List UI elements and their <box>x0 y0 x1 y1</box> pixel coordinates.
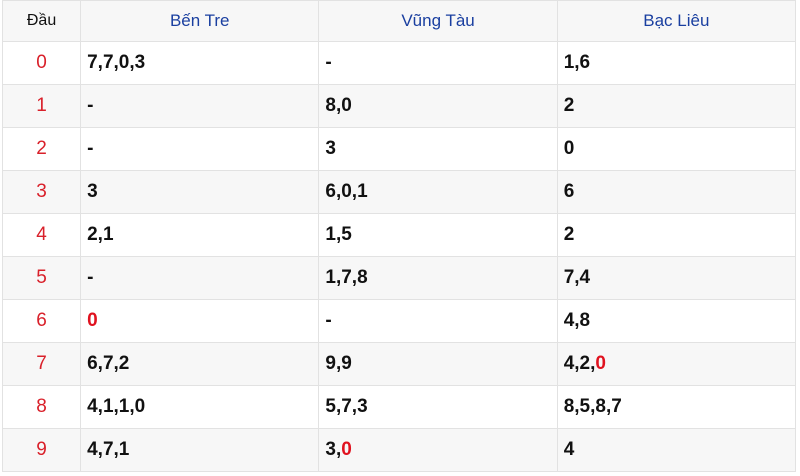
tail-cell: 8,0 <box>318 84 558 128</box>
head-digit: 7 <box>1 342 82 386</box>
tail-cell: 0 <box>556 127 797 171</box>
tail-cell: 2 <box>556 84 797 128</box>
tail-values: - <box>87 95 94 116</box>
tail-cell: 9,9 <box>318 342 558 386</box>
tail-values: 2 <box>563 95 575 116</box>
tail-values: 6,7,2 <box>87 353 130 374</box>
tail-values: 4,7,1 <box>87 439 130 460</box>
head-digit: 1 <box>1 84 82 128</box>
tail-cell: 4 <box>556 428 797 472</box>
tail-values: 3 <box>325 138 336 159</box>
head-digit: 9 <box>1 428 82 472</box>
tail-values: 0 <box>563 138 575 159</box>
tail-values: 2,1 <box>87 224 114 245</box>
tail-values: 8,5,8,7 <box>563 396 622 417</box>
head-digit: 5 <box>1 256 82 300</box>
table-row: 2- 3 0 <box>1 127 797 171</box>
table-row: 5- 1,7,8 7,4 <box>1 256 797 300</box>
head-digit: 8 <box>1 385 82 429</box>
tail-values: - <box>325 52 332 73</box>
tail-cell: 3 <box>80 170 320 214</box>
tail-values: - <box>87 267 94 288</box>
tail-cell: 4,1,1,0 <box>80 385 320 429</box>
tail-values: 9,9 <box>325 353 352 374</box>
tail-cell: 1,7,8 <box>318 256 558 300</box>
table-row: 1- 8,0 2 <box>1 84 797 128</box>
tail-cell: 6,0,1 <box>318 170 558 214</box>
head-digit: 4 <box>1 213 82 257</box>
tail-cell: 4,7,1 <box>80 428 320 472</box>
header-dau: Đầu <box>1 0 82 42</box>
tail-cell: 4,2,0 <box>556 342 797 386</box>
tail-cell: 2,1 <box>80 213 320 257</box>
table-row: 6 0 - 4,8 <box>1 299 797 343</box>
tail-cell: 2 <box>556 213 797 257</box>
tail-cell: 1,5 <box>318 213 558 257</box>
tail-cell: 7,7,0,3 <box>80 41 320 85</box>
table-row: 9 4,7,1 3,0 4 <box>1 428 797 472</box>
tail-cell: 7,4 <box>556 256 797 300</box>
table-row: 7 6,7,2 9,9 4,2,0 <box>1 342 797 386</box>
tail-cell: - <box>80 84 320 128</box>
tail-values: 6,0,1 <box>325 181 368 202</box>
header-province-bac-lieu: Bạc Liêu <box>556 0 797 42</box>
tail-cell: 0 <box>80 299 320 343</box>
tail-cell: 1,6 <box>556 41 797 85</box>
tail-values: 7,4 <box>563 267 591 288</box>
tail-values: 4,2, <box>563 353 596 374</box>
tail-cell: 6,7,2 <box>80 342 320 386</box>
tail-values: 4 <box>563 439 575 460</box>
tail-cell: 8,5,8,7 <box>556 385 797 429</box>
highlighted-tail: 0 <box>87 310 98 331</box>
tail-values: 3, <box>325 439 342 460</box>
tail-cell: 3,0 <box>318 428 558 472</box>
tail-values: 1,6 <box>563 52 591 73</box>
tail-cell: 4,8 <box>556 299 797 343</box>
tail-cell: 5,7,3 <box>318 385 558 429</box>
header-province-ben-tre: Bến Tre <box>80 0 320 42</box>
tail-values: 8,0 <box>325 95 352 116</box>
tail-values: 3 <box>87 181 98 202</box>
tail-values: 4,8 <box>563 310 591 331</box>
head-digit: 0 <box>1 41 82 85</box>
tail-cell: - <box>80 256 320 300</box>
tail-values: 1,7,8 <box>325 267 368 288</box>
tail-values: 6 <box>563 181 575 202</box>
tail-cell: - <box>80 127 320 171</box>
head-digit: 2 <box>1 127 82 171</box>
header-row: Đầu Bến Tre Vũng Tàu Bạc Liêu <box>1 0 797 42</box>
highlighted-tail: 0 <box>595 353 606 374</box>
tail-cell: - <box>318 41 558 85</box>
highlighted-tail: 0 <box>341 439 352 460</box>
tail-values: 4,1,1,0 <box>87 396 146 417</box>
tail-values: 2 <box>563 224 575 245</box>
table-row: 4 2,1 1,5 2 <box>1 213 797 257</box>
tail-values: - <box>325 310 332 331</box>
head-digit: 3 <box>1 170 82 214</box>
tail-values: - <box>87 138 94 159</box>
tail-cell: 3 <box>318 127 558 171</box>
head-digit: 6 <box>1 299 82 343</box>
tail-values: 1,5 <box>325 224 352 245</box>
table-row: 3 3 6,0,1 6 <box>1 170 797 214</box>
tail-values: 5,7,3 <box>325 396 368 417</box>
tail-cell: 6 <box>556 170 797 214</box>
table-row: 0 7,7,0,3 - 1,6 <box>1 41 797 85</box>
table-row: 8 4,1,1,0 5,7,3 8,5,8,7 <box>1 385 797 429</box>
tail-values: 7,7,0,3 <box>87 52 146 73</box>
tail-cell: - <box>318 299 558 343</box>
header-province-vung-tau: Vũng Tàu <box>318 0 558 42</box>
